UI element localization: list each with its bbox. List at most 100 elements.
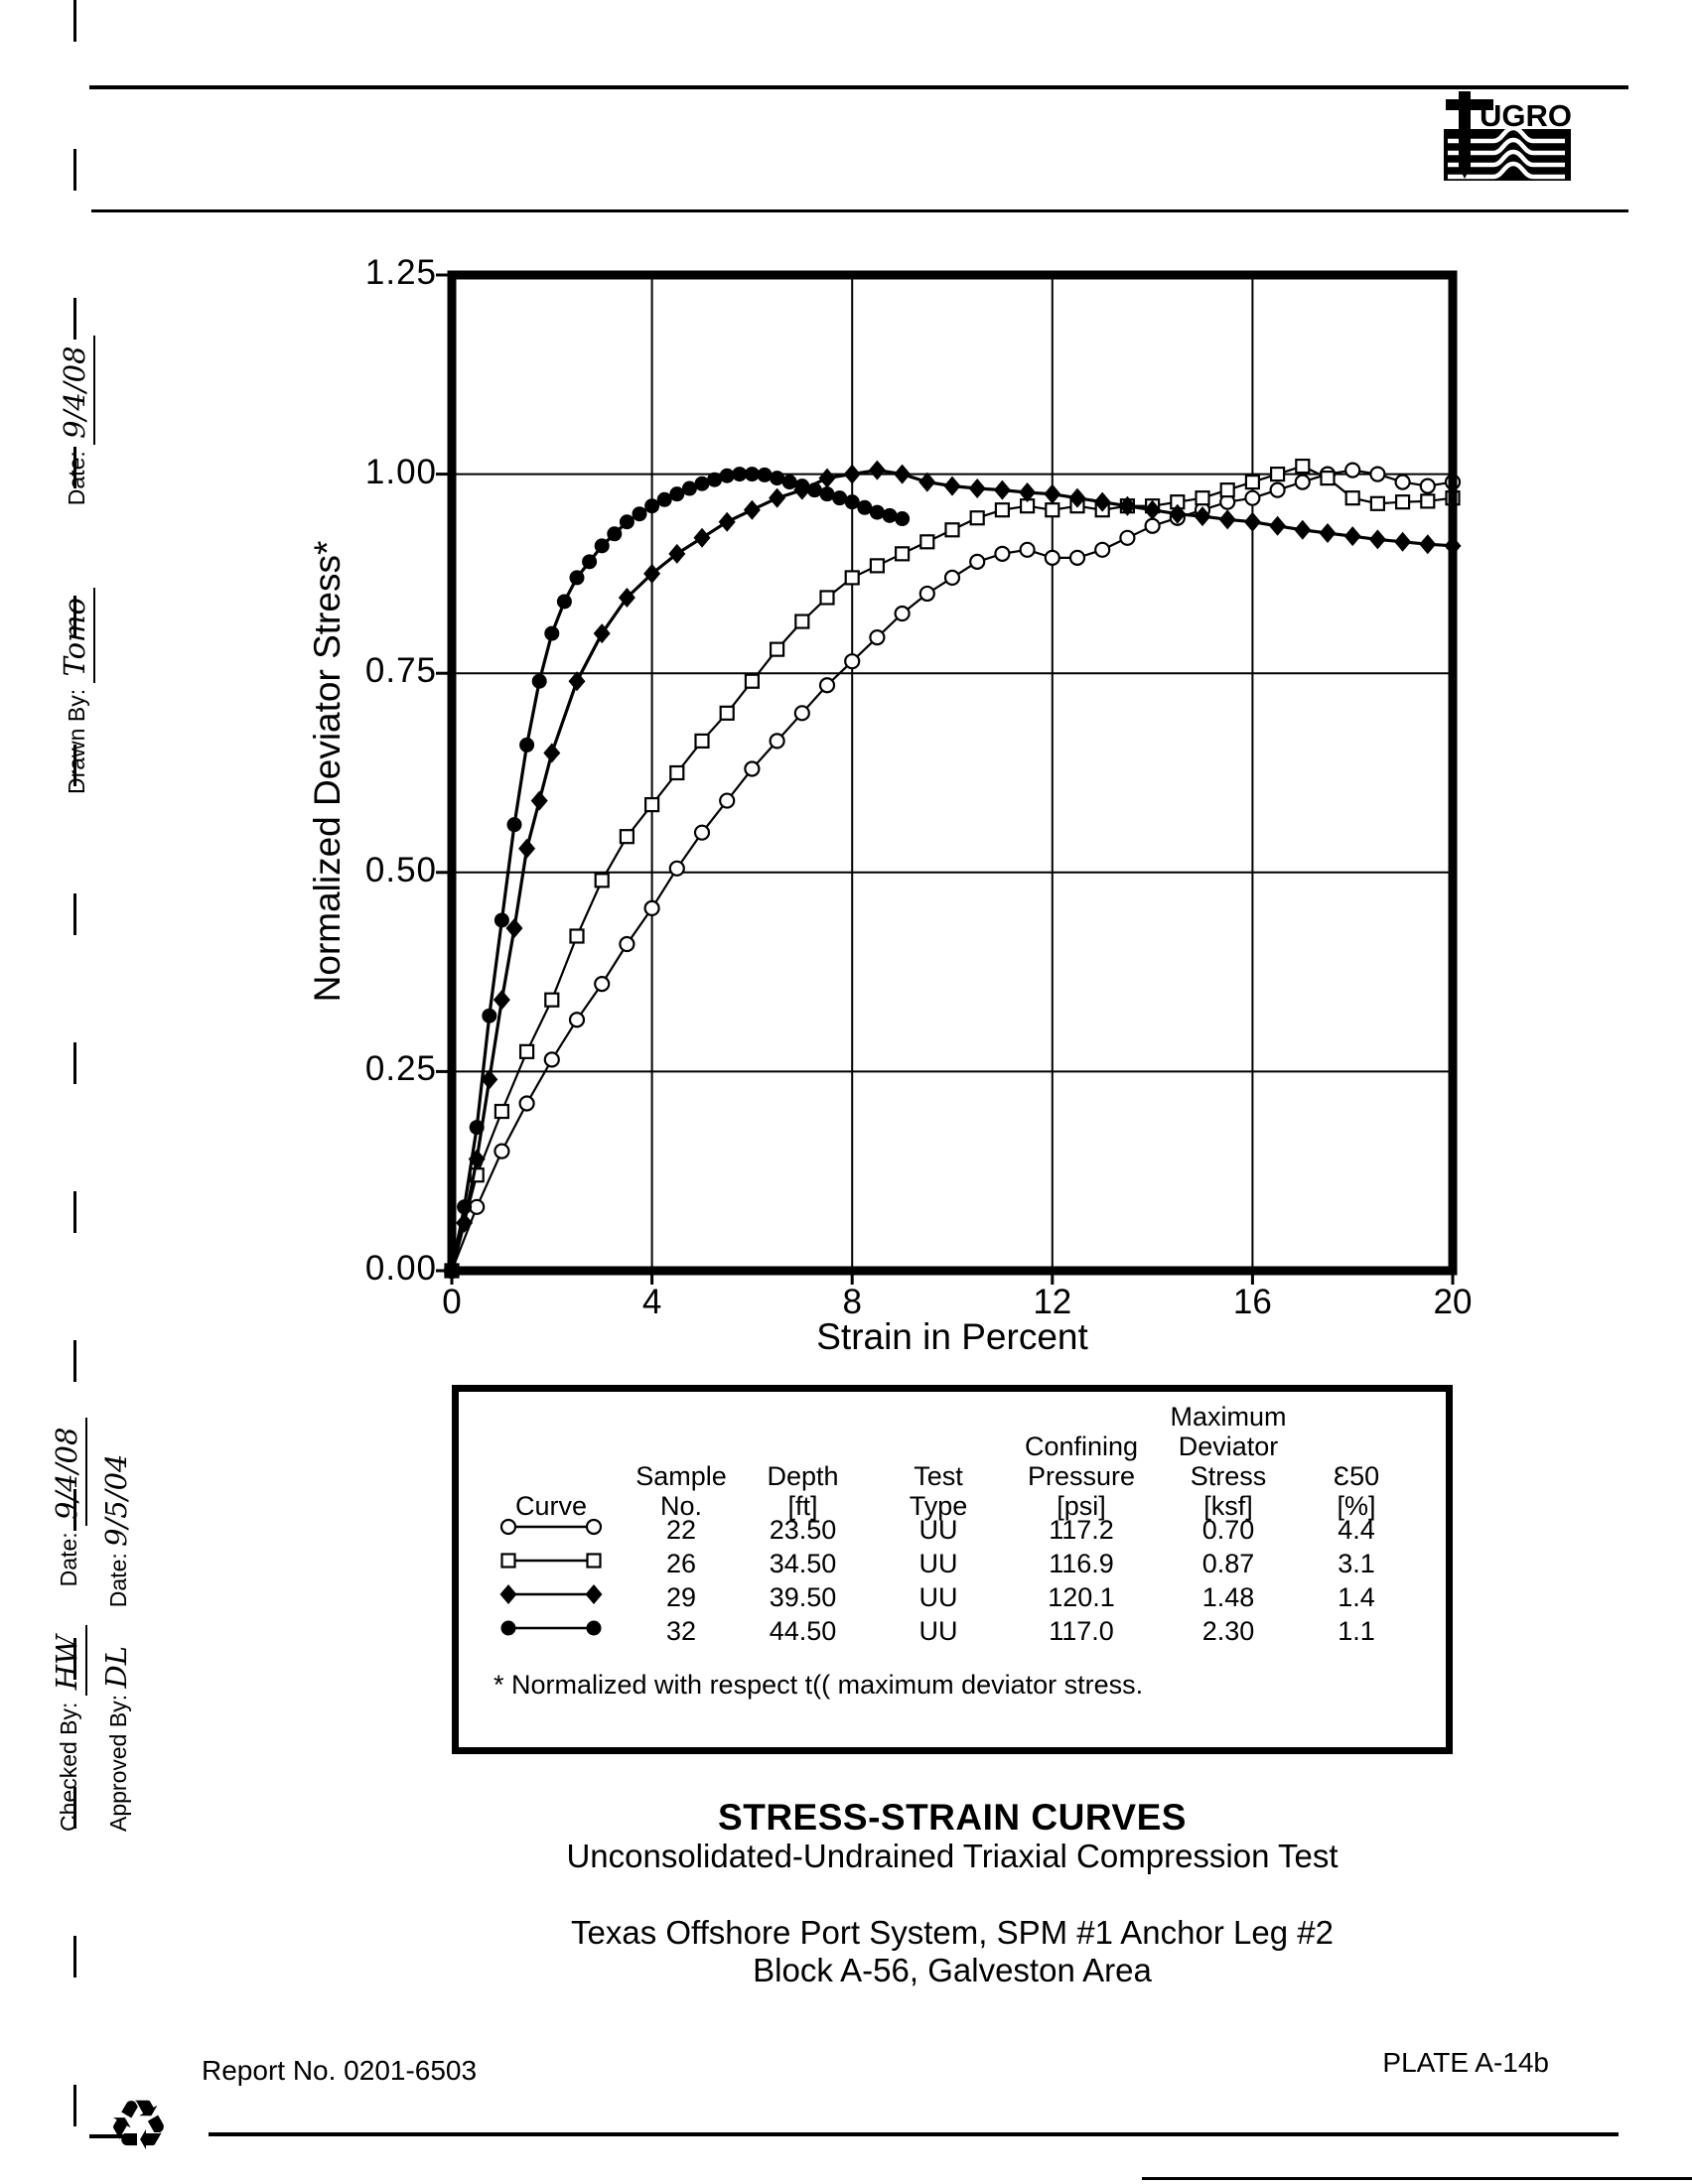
filled-circle-marker (469, 1120, 485, 1136)
filled-circle-marker (531, 673, 547, 689)
filled-diamond-marker (1343, 526, 1361, 547)
open-circle-marker (818, 677, 836, 694)
filled-diamond-marker (1068, 487, 1086, 508)
open-circle-marker (1044, 549, 1060, 566)
open-square-marker (586, 1553, 602, 1569)
legend-cell-test: UU (918, 1549, 958, 1578)
filled-circle-marker (819, 486, 835, 502)
open-circle-marker (619, 935, 635, 953)
open-circle-marker (1344, 462, 1361, 478)
open-circle-marker (1019, 541, 1036, 558)
filled-diamond-marker (543, 743, 561, 763)
filled-circle-marker (781, 475, 797, 490)
open-circle-marker (744, 760, 761, 777)
filled-circle-marker (719, 468, 735, 483)
open-square-marker (1320, 471, 1336, 486)
checked-date-label: Date: (56, 1532, 81, 1587)
legend-row: 32 44.50 UU 117.0 2.30 1.1 (477, 1614, 1420, 1648)
approved-by-block: Approved By: DL Date: 9/5/04 (99, 1454, 133, 1833)
y-tick-label: 0.00 (364, 1249, 437, 1288)
open-circle-marker (844, 653, 861, 670)
open-square-marker (1394, 494, 1411, 510)
gridlines (452, 275, 1453, 1271)
open-circle-marker (643, 899, 660, 917)
open-circle-marker (1068, 549, 1086, 566)
filled-diamond-marker (530, 790, 548, 811)
filled-circle-marker (644, 498, 660, 514)
filled-circle-marker (806, 482, 822, 498)
open-circle-marker (1369, 466, 1386, 482)
series-open-circle (443, 462, 1462, 1280)
open-circle-marker (793, 705, 810, 722)
legend-header-cell: Ɛ50 [%] (1333, 1461, 1380, 1521)
filled-diamond-marker (918, 472, 936, 492)
legend-cell-e50: 1.1 (1338, 1616, 1375, 1646)
open-circle-marker (994, 545, 1011, 562)
x-axis-title: Strain in Percent (816, 1316, 1088, 1357)
legend-table: Curve Sample No. Depth [ft] Test Type Confining… (477, 1402, 1420, 1648)
open-square-marker (794, 614, 810, 629)
open-circle-marker (494, 1143, 510, 1160)
filled-circle-marker (694, 476, 710, 491)
logo-drill-icon (1459, 91, 1471, 179)
open-square-marker (1344, 490, 1360, 506)
filled-diamond-marker (1419, 534, 1437, 555)
open-circle-marker (499, 1518, 517, 1536)
report-number: Report No. 0201-6503 (202, 2055, 478, 2086)
open-square-marker (1195, 490, 1210, 506)
open-square-marker (895, 546, 911, 562)
y-tick-label: 1.00 (364, 452, 437, 491)
legend-row: 26 34.50 UU 116.9 0.87 3.1 (477, 1547, 1420, 1580)
checked-by-block: Checked By: HW Date: 9/4/08 (50, 1417, 87, 1832)
open-circle-marker (1294, 474, 1311, 490)
open-square-marker (619, 829, 634, 845)
legend-header-row: Curve Sample No. Depth [ft] Test Type Confining… (477, 1402, 1420, 1521)
checked-by-signature: HW (50, 1625, 87, 1697)
filled-diamond-marker (1368, 529, 1386, 550)
drawn-by-label: Drawn By: (64, 688, 89, 794)
open-circle-marker (918, 585, 935, 603)
open-square-marker (518, 1043, 535, 1059)
filled-circle-marker (857, 499, 873, 515)
filled-diamond-marker (868, 460, 886, 480)
top-rule-1 (89, 85, 1628, 89)
legend-row: 29 39.50 UU 120.1 1.48 1.4 (477, 1580, 1420, 1614)
legend-header-cell: Maximum Deviator Stress [ksf] (1170, 1402, 1287, 1521)
open-circle-marker (943, 569, 961, 587)
legend-cell-e50: 4.4 (1338, 1515, 1375, 1545)
legend-cell-test: UU (918, 1616, 958, 1646)
legend-cell-pressure: 120.1 (1048, 1582, 1115, 1612)
open-square-marker (869, 558, 885, 574)
open-circle-marker (668, 860, 685, 877)
legend-cell-stress: 0.87 (1201, 1549, 1255, 1578)
y-tick-label: 0.25 (364, 1049, 437, 1089)
margin-dashed-line (73, 0, 76, 2184)
legend-cell-sample: 32 (665, 1616, 697, 1646)
x-tick-label: 16 (1232, 1283, 1272, 1321)
open-square-marker (969, 510, 985, 526)
filled-circle-marker (594, 538, 610, 554)
filled-diamond-marker (585, 1584, 603, 1604)
filled-diamond-marker (618, 587, 635, 608)
open-square-marker (1219, 482, 1235, 498)
legend-header-cell: Test Type (909, 1461, 968, 1521)
legend-cell-pressure: 116.9 (1049, 1549, 1114, 1578)
open-circle-marker (518, 1095, 535, 1112)
filled-circle-marker (844, 494, 860, 510)
approved-date-label: Date: (105, 1553, 131, 1608)
legend-header-cell: Sample No. (635, 1461, 727, 1521)
open-square-marker (994, 502, 1011, 518)
open-square-marker (1369, 495, 1386, 511)
page-title: STRESS-STRAIN CURVES (718, 1797, 1187, 1838)
legend-cell-stress: 1.48 (1201, 1582, 1255, 1612)
series-filled-diamond (443, 460, 1462, 1281)
filled-diamond-marker (1044, 483, 1061, 504)
fugro-logo: UGRO (1432, 89, 1583, 192)
legend-cell-test: UU (918, 1582, 958, 1612)
open-square-marker (1420, 493, 1436, 509)
legend-cell-stress: 2.30 (1201, 1616, 1255, 1646)
project-line-1: Texas Offshore Port System, SPM #1 Ancho… (571, 1914, 1334, 1951)
filled-diamond-marker (769, 487, 786, 508)
open-circle-marker (1119, 529, 1136, 546)
